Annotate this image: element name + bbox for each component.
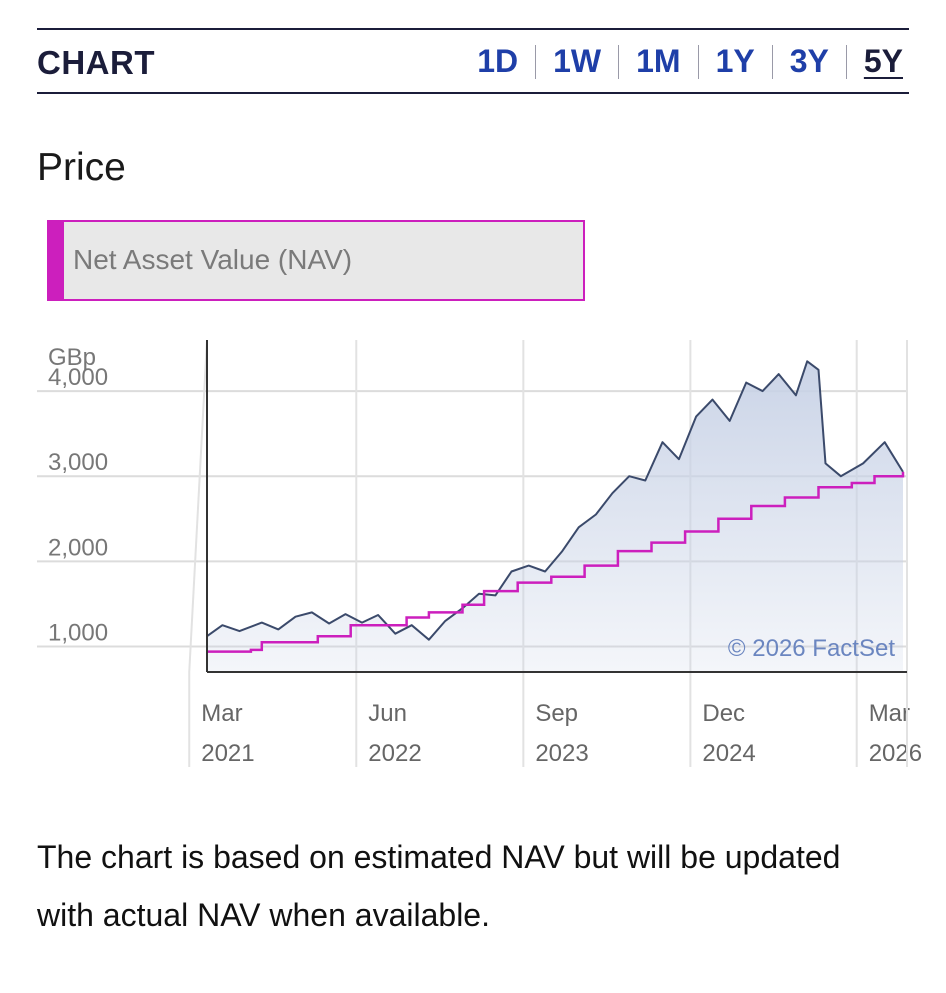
range-separator <box>697 44 699 79</box>
range-separator <box>771 44 773 79</box>
range-1m[interactable]: 1M <box>636 43 681 79</box>
y-tick-label: 1,000 <box>48 619 108 646</box>
range-separator <box>535 44 537 79</box>
nav-legend-label: Net Asset Value (NAV) <box>73 244 353 275</box>
chart-footnote: The chart is based on estimated NAV but … <box>37 839 841 933</box>
range-1d[interactable]: 1D <box>477 43 519 79</box>
range-1y[interactable]: 1Y <box>715 43 755 79</box>
range-3y[interactable]: 3Y <box>789 43 829 79</box>
range-separator <box>845 44 847 79</box>
x-tick-year: 2024 <box>702 740 755 767</box>
x-tick-year: 2021 <box>201 740 254 767</box>
x-tick-month: Dec <box>702 700 745 727</box>
x-tick-year: 2022 <box>368 740 421 767</box>
nav-line <box>207 471 905 653</box>
price-line <box>206 360 904 641</box>
x-tick-year: 2023 <box>535 740 588 767</box>
factset-watermark: © 2026 FactSet <box>728 635 895 662</box>
x-tick-month: Mar <box>201 700 242 727</box>
price-area <box>207 361 903 672</box>
x-tick-month: Jun <box>368 700 407 727</box>
x-tick-month: Sep <box>535 700 578 727</box>
x-tick-month: Mar <box>869 700 910 727</box>
header-title: CHART <box>37 44 155 81</box>
range-separator <box>618 44 620 79</box>
nav-legend-swatch <box>49 222 64 299</box>
x-tick-year: 2026 <box>869 740 922 767</box>
y-tick-label: 2,000 <box>48 534 108 561</box>
nav-legend-toggle[interactable]: Net Asset Value (NAV) <box>47 220 585 301</box>
section-title: Price <box>37 146 126 189</box>
range-selector: 1D 1W 1M 1Y 3Y 5Y <box>475 43 905 80</box>
chart-header: CHART 1D 1W 1M 1Y 3Y 5Y <box>37 28 909 94</box>
y-tick-label: 4,000 <box>48 364 108 391</box>
range-1w[interactable]: 1W <box>553 43 602 79</box>
y-tick-label: 3,000 <box>48 449 108 476</box>
x-gridline <box>188 339 208 673</box>
range-5y[interactable]: 5Y <box>863 43 903 79</box>
y-unit-label: GBp <box>48 344 96 371</box>
